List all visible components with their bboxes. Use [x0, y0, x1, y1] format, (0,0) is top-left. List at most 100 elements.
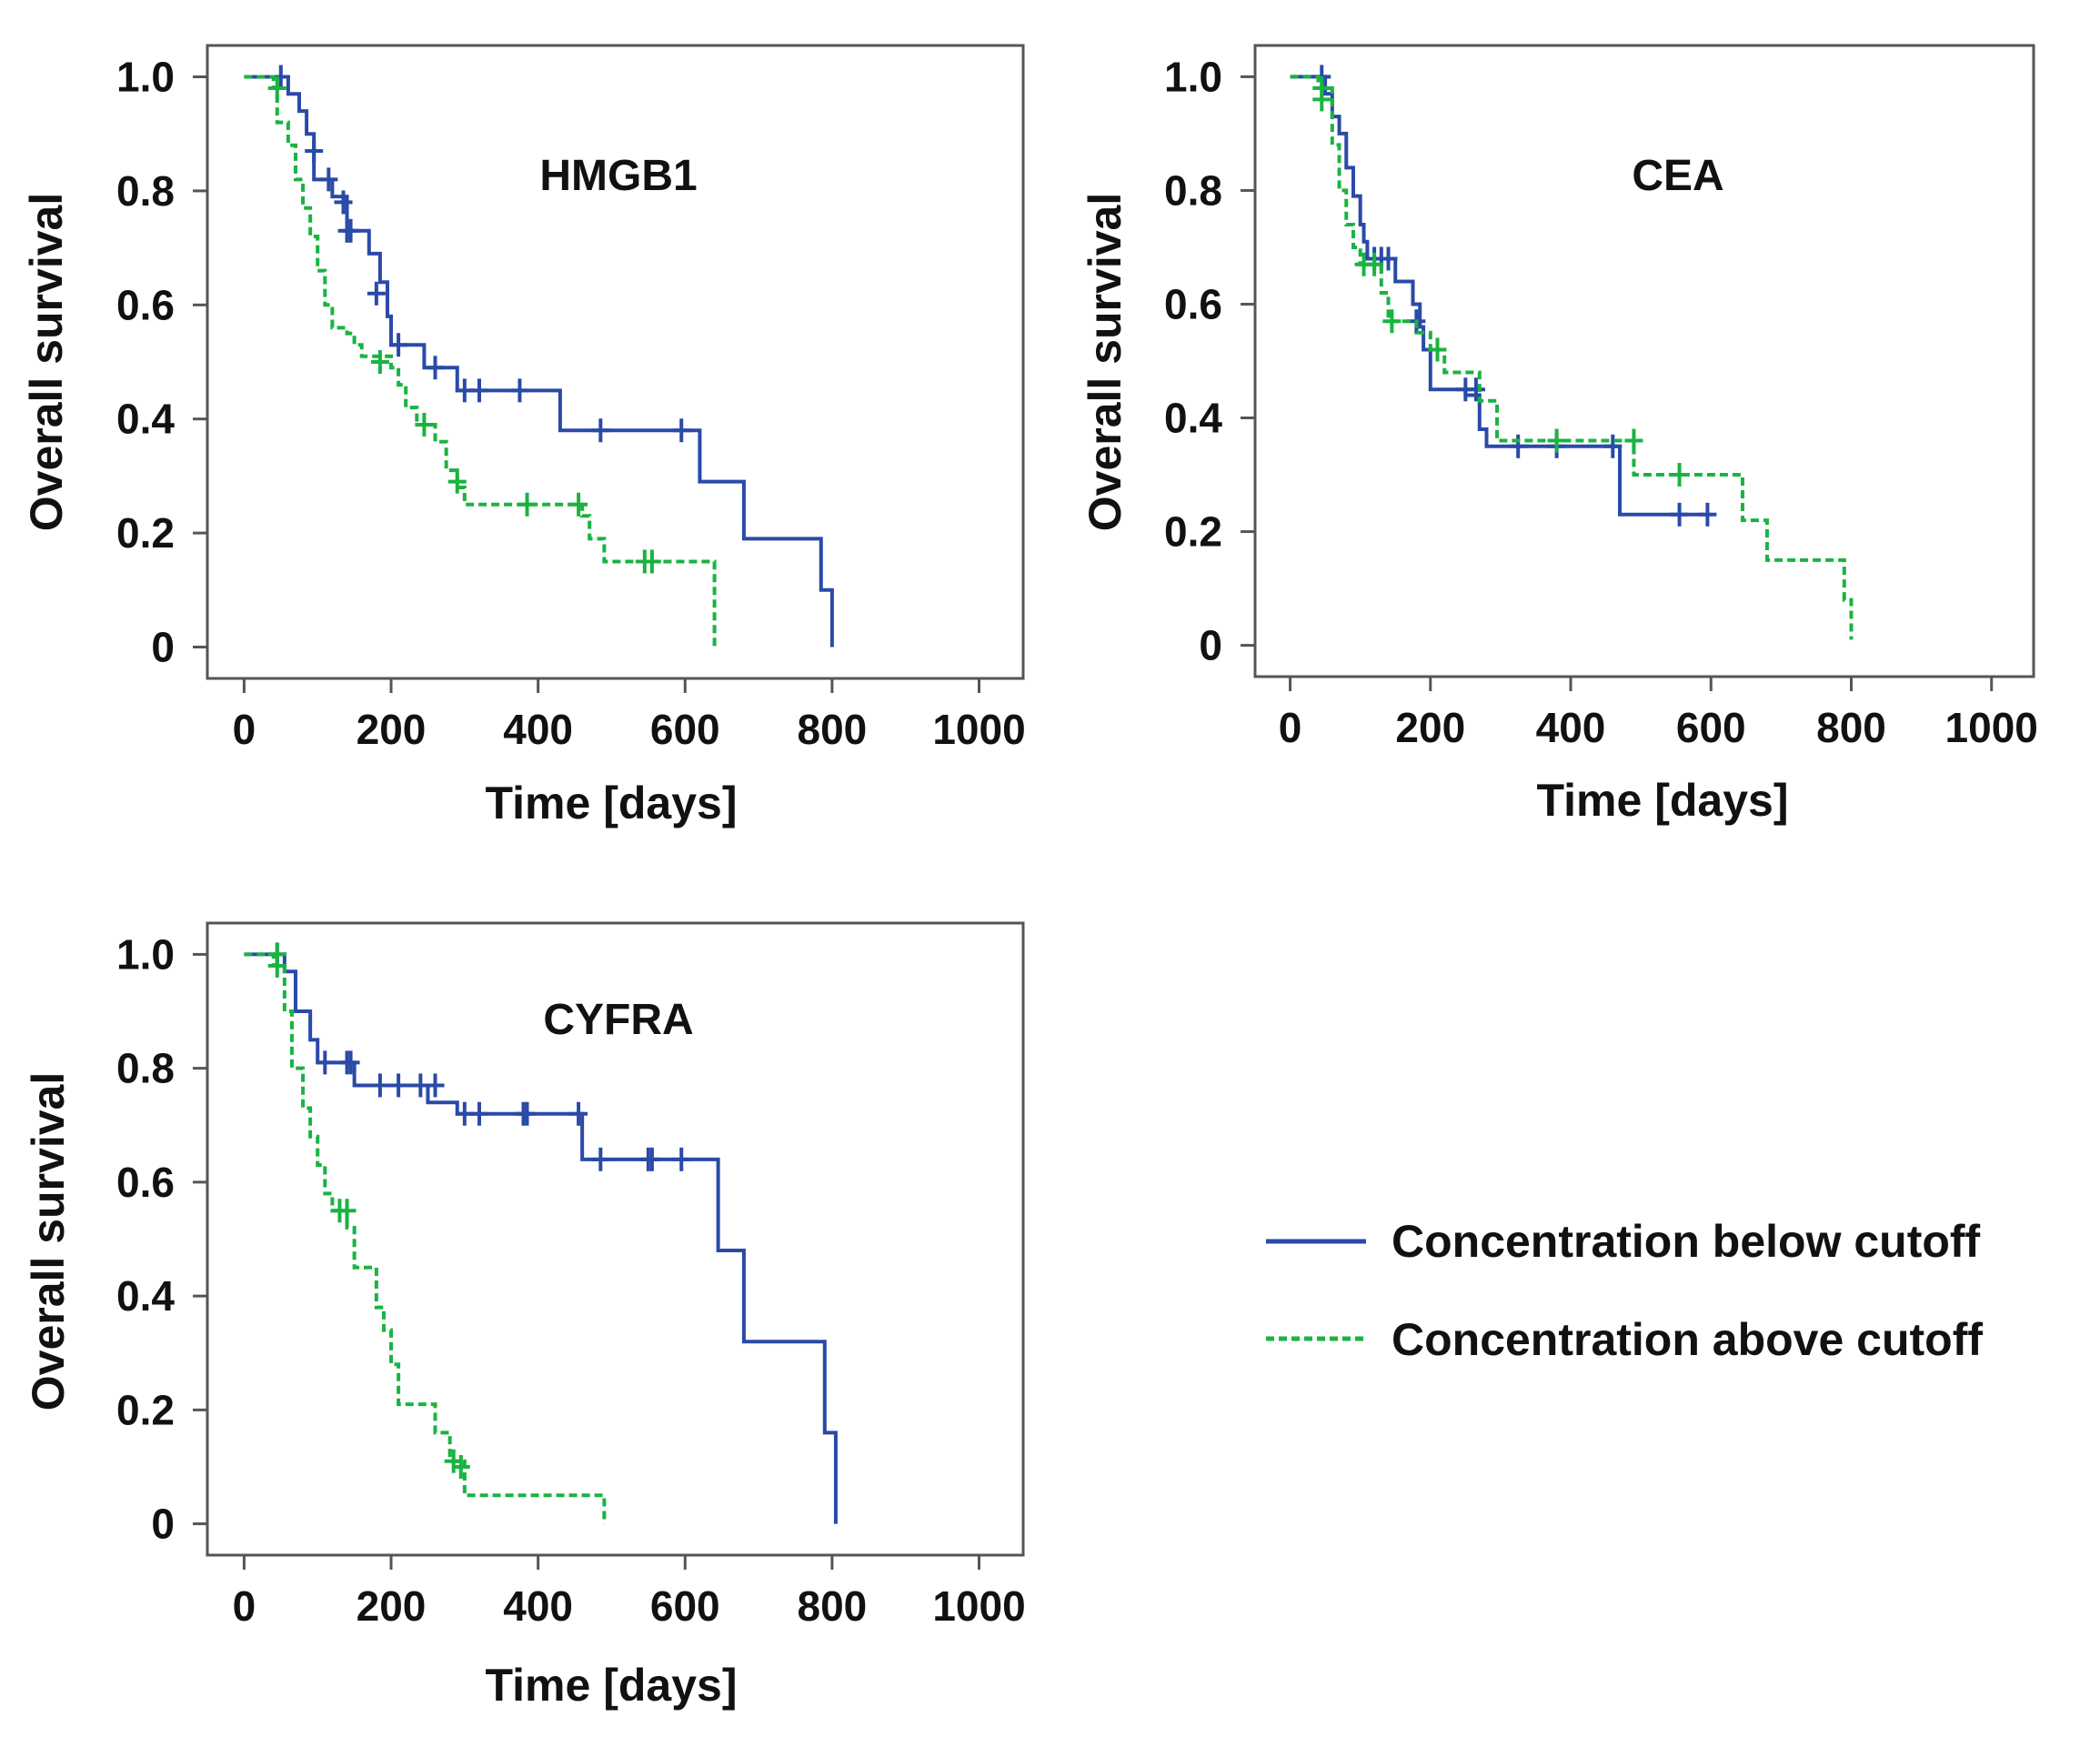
km-curve-below — [244, 952, 838, 1524]
plot-frame — [206, 44, 1025, 680]
km-curve-below — [244, 75, 834, 648]
curves — [244, 942, 838, 1524]
censor-mark-above — [569, 492, 588, 517]
plot-frame — [206, 921, 1025, 1557]
censor-mark-below — [426, 356, 445, 380]
x-tick-label: 1000 — [1945, 704, 2038, 751]
panel-cyfra: CYFRA Time [days] Overall survival 0 200 4… — [23, 921, 1026, 1711]
x-tick-label: 200 — [357, 1582, 427, 1630]
legend-label-below: Concentration below cutoff — [1392, 1216, 1981, 1267]
censor-mark-below — [569, 1101, 588, 1126]
censor-mark-above — [1365, 252, 1384, 276]
x-tick-label: 800 — [798, 706, 868, 753]
censor-mark-below — [591, 1147, 610, 1171]
x-tick-label: 1000 — [932, 1582, 1025, 1630]
x-tick-label: 0 — [1279, 704, 1302, 751]
y-tick-label: 0 — [151, 624, 175, 671]
y-tick-label: 0.4 — [1164, 395, 1222, 442]
censor-mark-above — [447, 469, 467, 494]
y-tick-label: 1.0 — [116, 53, 175, 100]
panel-hmgb1: HMGB1 Time [days] Overall survival 0 200 4… — [21, 44, 1026, 828]
censor-mark-below — [517, 1101, 537, 1126]
censor-mark-above — [1670, 463, 1689, 487]
censor-mark-above — [1624, 428, 1643, 453]
censor-mark-above — [517, 492, 537, 517]
y-axis-label: Overall survival — [1080, 193, 1130, 531]
censor-mark-above — [642, 549, 661, 574]
censor-mark-below — [426, 1073, 445, 1098]
plot-frame — [1253, 44, 2035, 678]
censor-mark-above — [267, 953, 286, 978]
km-curve-above — [244, 75, 717, 648]
y-tick-label: 1.0 — [1164, 53, 1222, 100]
censor-mark-below — [367, 281, 386, 306]
y-axis-label: Overall survival — [23, 1072, 74, 1411]
x-tick-label: 400 — [1536, 704, 1606, 751]
censor-mark-below — [341, 1050, 360, 1075]
censor-mark-below — [470, 1101, 488, 1126]
censor-mark-above — [451, 1454, 470, 1479]
y-tick-label: 0.2 — [116, 509, 175, 557]
censor-mark-below — [316, 1050, 335, 1075]
censor-mark-below — [470, 378, 488, 403]
ticks: 0 200 400 600 800 1000 0 0.2 0.4 0.6 0.8 1.0 — [1164, 53, 2038, 751]
censor-mark-above — [1547, 428, 1566, 453]
censor-mark-below — [672, 418, 691, 443]
censor-mark-below — [1698, 502, 1717, 527]
censor-mark-below — [1466, 377, 1485, 402]
x-tick-label: 0 — [233, 706, 256, 753]
y-tick-label: 0.8 — [116, 167, 175, 215]
x-axis-label: Time [days] — [486, 1660, 738, 1711]
censor-mark-above — [415, 412, 434, 437]
x-tick-label: 800 — [798, 1582, 868, 1630]
x-tick-label: 200 — [357, 706, 427, 753]
x-tick-label: 200 — [1395, 704, 1465, 751]
y-tick-label: 0 — [151, 1501, 175, 1548]
censor-mark-below — [642, 1147, 661, 1171]
km-curve-above — [244, 952, 607, 1524]
y-tick-label: 0.4 — [116, 396, 175, 443]
censor-mark-below — [1670, 502, 1689, 527]
ticks: 0 200 400 600 800 1000 0 0.2 0.4 0.6 0.8 1.0 — [116, 53, 1026, 753]
y-tick-label: 0.6 — [1164, 280, 1222, 327]
censor-mark-above — [267, 76, 286, 101]
censor-mark-below — [341, 218, 360, 243]
ticks: 0 200 400 600 800 1000 0 0.2 0.4 0.6 0.8 1.0 — [116, 930, 1026, 1630]
x-tick-label: 600 — [650, 706, 720, 753]
censor-mark-below — [389, 1073, 408, 1098]
y-tick-label: 0.6 — [116, 281, 175, 328]
y-tick-label: 0.6 — [116, 1159, 175, 1206]
censor-mark-below — [591, 418, 610, 443]
panel-cea: CEA Time [days] Overall survival 0 200 400… — [1080, 44, 2038, 826]
curves — [244, 65, 834, 648]
censor-mark-above — [1428, 337, 1447, 362]
x-tick-label: 600 — [1676, 704, 1746, 751]
x-tick-label: 600 — [650, 1582, 720, 1630]
y-tick-label: 0.2 — [116, 1386, 175, 1433]
y-tick-label: 0.2 — [1164, 508, 1222, 556]
censor-mark-below — [1603, 434, 1623, 458]
censor-mark-below — [510, 378, 529, 403]
y-axis-label: Overall survival — [21, 193, 72, 531]
legend-label-above: Concentration above cutoff — [1392, 1314, 1983, 1365]
censor-mark-below — [319, 167, 338, 192]
x-tick-label: 0 — [233, 1582, 256, 1630]
km-curve-below — [1290, 75, 1712, 517]
curves — [1290, 65, 1854, 640]
panel-title: CYFRA — [543, 996, 693, 1044]
x-tick-label: 1000 — [932, 706, 1025, 753]
censor-mark-above — [370, 350, 389, 374]
censor-mark-above — [1312, 87, 1331, 112]
panel-title: CEA — [1632, 152, 1723, 200]
censor-mark-below — [672, 1147, 691, 1171]
censor-mark-below — [334, 190, 353, 215]
censor-mark-below — [1509, 434, 1528, 458]
x-axis-label: Time [days] — [486, 778, 738, 828]
x-tick-label: 800 — [1816, 704, 1886, 751]
x-tick-label: 400 — [503, 1582, 573, 1630]
censor-mark-below — [389, 333, 408, 357]
y-tick-label: 0.8 — [116, 1045, 175, 1092]
censor-mark-above — [1382, 309, 1402, 334]
legend: Concentration below cutoff Concentration… — [1266, 1216, 1983, 1365]
y-tick-label: 0.8 — [1164, 166, 1222, 214]
